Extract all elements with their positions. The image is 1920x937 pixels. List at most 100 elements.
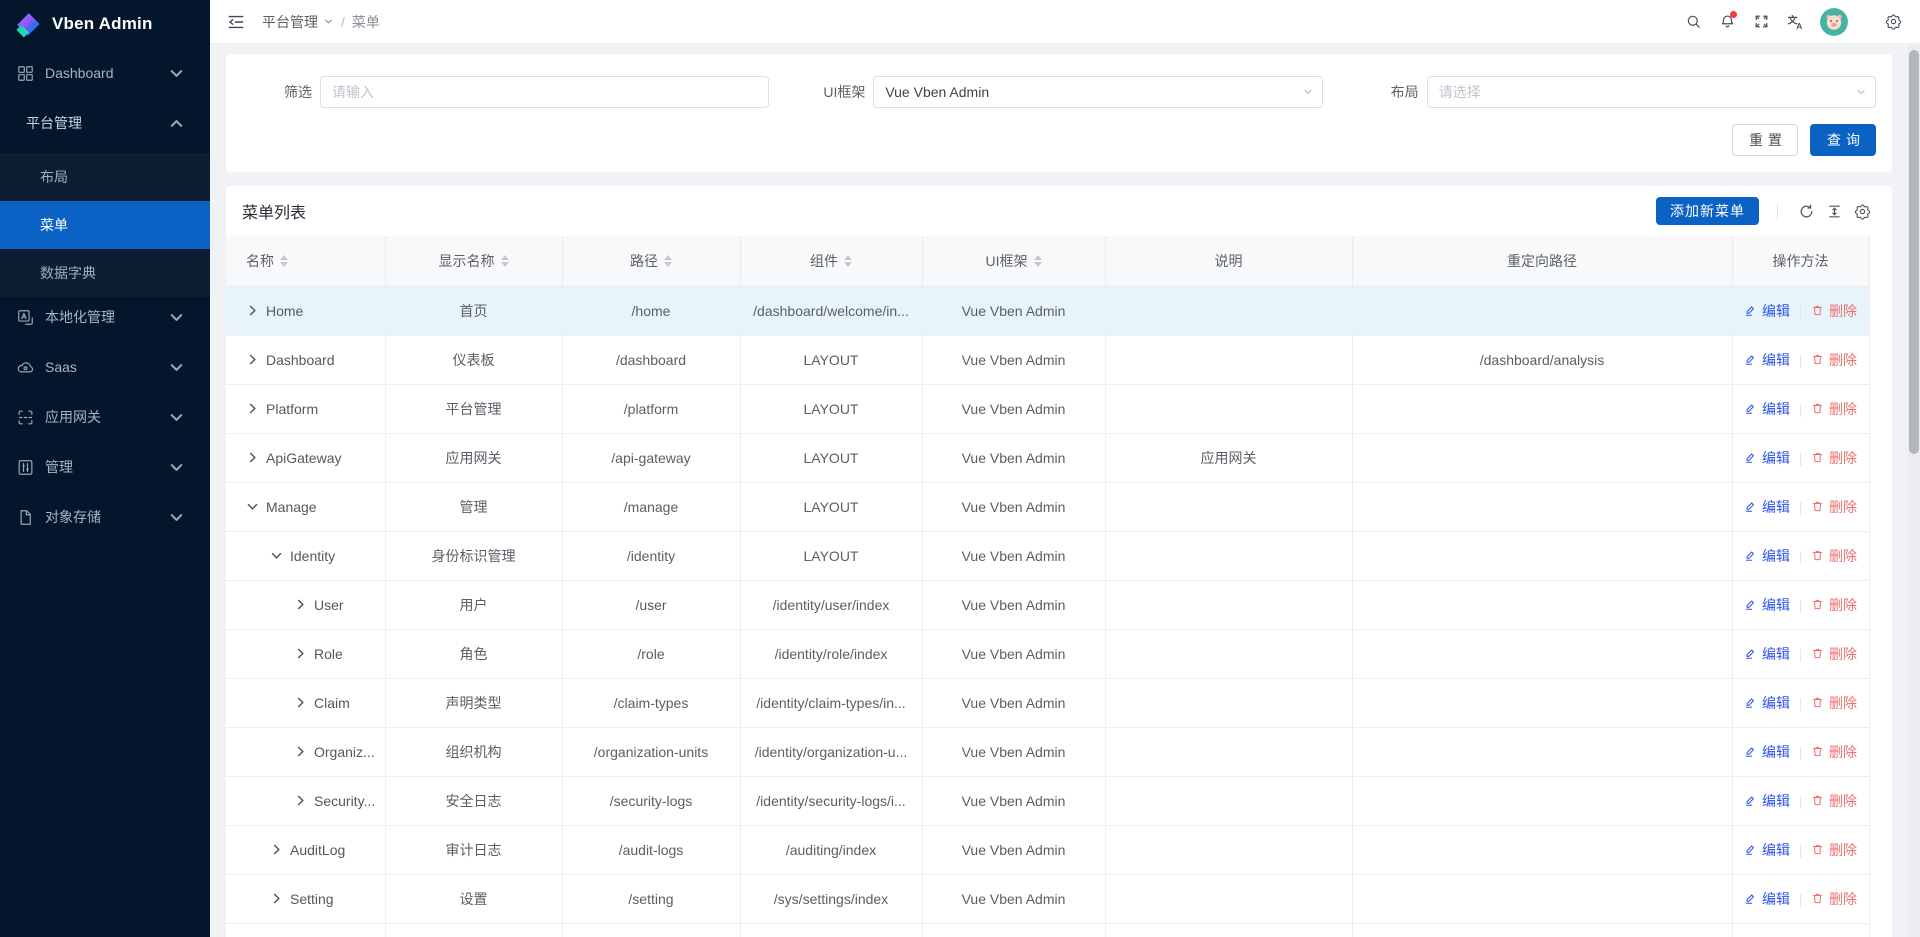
cell-path: /setting [562,874,741,924]
delete-button[interactable]: 删除 [1811,742,1857,762]
svg-text:A: A [1796,21,1802,31]
chevron-down-icon [323,16,334,27]
delete-button[interactable]: 删除 [1811,644,1857,664]
edit-button[interactable]: 编辑 [1744,546,1790,566]
sidebar-item-gateway[interactable]: 应用网关 [0,397,210,437]
sidebar-item-menu[interactable]: 菜单 [0,201,210,249]
cell-path [562,923,741,937]
edit-label: 编辑 [1762,841,1790,858]
row-height-icon[interactable] [1820,197,1848,225]
edit-button[interactable]: 编辑 [1744,889,1790,909]
column-header-display_name[interactable]: 显示名称 [385,236,563,287]
edit-button[interactable]: 编辑 [1744,497,1790,517]
notification-bell-icon[interactable] [1710,5,1744,39]
cell-display-name: 应用网关 [385,433,563,483]
add-menu-button[interactable]: 添加新菜单 [1656,197,1759,225]
keyword-input[interactable] [320,76,770,108]
row-name: AuditLog [290,841,346,858]
delete-button[interactable]: 删除 [1811,448,1857,468]
delete-button[interactable]: 删除 [1811,546,1857,566]
sidebar-item-label: Saas [45,359,77,375]
action-divider [1800,845,1801,858]
tree-expand-icon[interactable] [270,892,283,905]
sidebar-collapse-icon[interactable] [226,12,246,32]
cell-name: Setting [226,874,386,924]
tree-expand-icon[interactable] [294,794,307,807]
edit-button[interactable]: 编辑 [1744,595,1790,615]
sidebar-item-manage[interactable]: 管理 [0,447,210,487]
tree-expand-icon[interactable] [246,353,259,366]
fullscreen-icon[interactable] [1744,5,1778,39]
edit-button[interactable]: 编辑 [1744,791,1790,811]
sidebar-item-layout[interactable]: 布局 [0,153,210,201]
edit-button[interactable]: 编辑 [1744,693,1790,713]
breadcrumb-parent[interactable]: 平台管理 [262,13,318,30]
edit-button[interactable]: 编辑 [1744,301,1790,321]
delete-button[interactable]: 删除 [1811,595,1857,615]
column-header-component[interactable]: 组件 [740,236,923,287]
cloud-icon [16,358,35,377]
column-header-name[interactable]: 名称 [226,236,386,287]
delete-button[interactable]: 删除 [1811,350,1857,370]
tree-expand-icon[interactable] [294,647,307,660]
tree-collapse-icon[interactable] [246,500,259,513]
column-header-path[interactable]: 路径 [562,236,741,287]
table-header-row: 名称 显示名称 路径 组件 UI框架 说明 重定向路径 操作方法 [226,236,1870,287]
search-icon[interactable] [1676,5,1710,39]
edit-button[interactable]: 编辑 [1744,448,1790,468]
tree-expand-icon[interactable] [294,745,307,758]
ui-framework-select[interactable] [873,76,1323,108]
reset-button[interactable]: 重置 [1732,124,1798,156]
delete-button[interactable]: 删除 [1811,497,1857,517]
delete-icon [1811,451,1824,464]
delete-button[interactable]: 删除 [1811,301,1857,321]
layout-select[interactable] [1426,76,1876,108]
query-button[interactable]: 查询 [1810,124,1876,156]
delete-button[interactable]: 删除 [1811,791,1857,811]
delete-button[interactable]: 删除 [1811,399,1857,419]
column-header-framework[interactable]: UI框架 [922,236,1106,287]
edit-button[interactable]: 编辑 [1744,350,1790,370]
logo[interactable]: Vben Admin [0,0,210,48]
refresh-icon[interactable] [1792,197,1820,225]
menu-table-panel: 菜单列表 添加新菜单 [226,186,1892,937]
table-settings-gear-icon[interactable] [1848,197,1876,225]
delete-label: 删除 [1829,694,1857,711]
tree-expand-icon[interactable] [294,598,307,611]
settings-gear-icon[interactable] [1876,5,1910,39]
delete-label: 删除 [1829,400,1857,417]
column-header-actions[interactable]: 操作方法 [1732,236,1870,287]
sidebar-item-saas[interactable]: Saas [0,347,210,387]
tree-expand-icon[interactable] [246,304,259,317]
delete-button[interactable]: 删除 [1811,693,1857,713]
column-header-redirect[interactable]: 重定向路径 [1352,236,1733,287]
chevron-down-icon [167,64,186,83]
column-header-description[interactable]: 说明 [1105,236,1353,287]
vertical-scrollbar[interactable] [1908,45,1920,937]
tree-collapse-icon[interactable] [270,549,283,562]
sidebar: Vben Admin Dashboard 平台管理布局 菜单 数据字典 本地化管理 Saa… [0,0,210,937]
tree-expand-icon[interactable] [294,696,307,709]
edit-label: 编辑 [1762,743,1790,760]
delete-button[interactable]: 删除 [1811,840,1857,860]
delete-button[interactable]: 删除 [1811,889,1857,909]
sliders-icon [16,458,35,477]
edit-button[interactable]: 编辑 [1744,644,1790,664]
avatar[interactable] [1820,7,1848,36]
sidebar-item-storage[interactable]: 对象存储 [0,497,210,537]
svg-text:文: 文 [1787,13,1797,26]
sort-icon [500,254,509,267]
sidebar-item-dictionary[interactable]: 数据字典 [0,249,210,297]
sidebar-item-localization[interactable]: 本地化管理 [0,297,210,337]
sidebar-item-platform[interactable]: 平台管理 [0,103,210,143]
cell-display-name: 设置 [385,874,563,924]
edit-button[interactable]: 编辑 [1744,742,1790,762]
sidebar-item-dashboard[interactable]: Dashboard [0,53,210,93]
scrollbar-thumb[interactable] [1909,50,1919,454]
edit-button[interactable]: 编辑 [1744,399,1790,419]
tree-expand-icon[interactable] [246,402,259,415]
tree-expand-icon[interactable] [270,843,283,856]
tree-expand-icon[interactable] [246,451,259,464]
edit-button[interactable]: 编辑 [1744,840,1790,860]
